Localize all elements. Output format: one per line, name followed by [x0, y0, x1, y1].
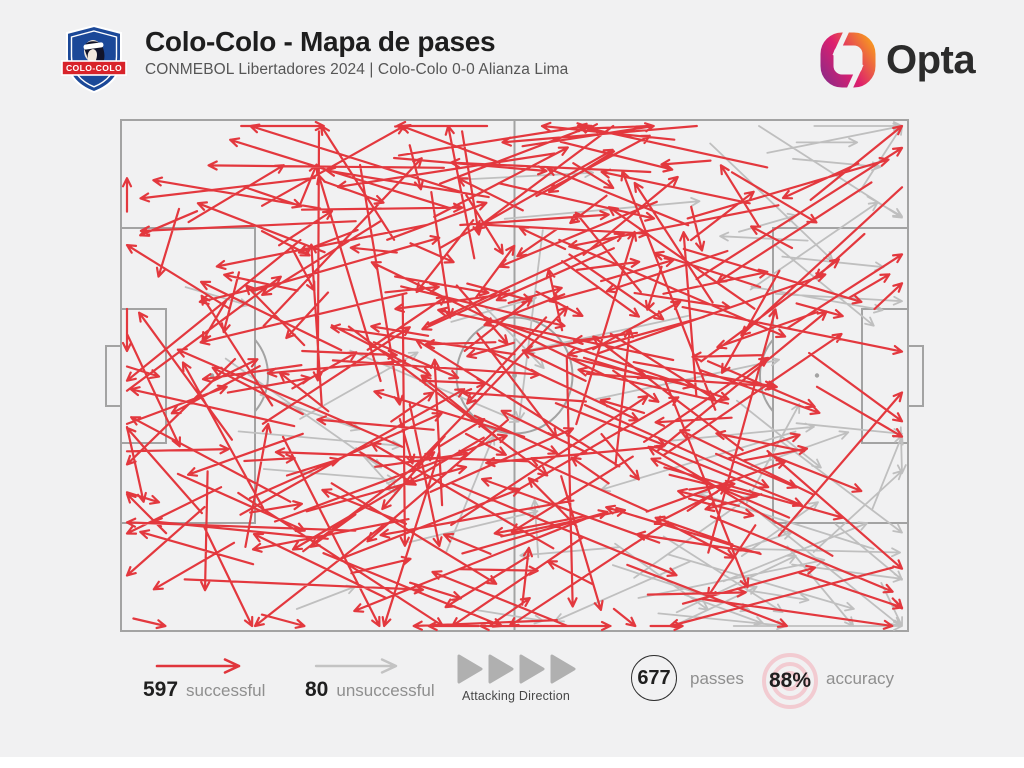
- accuracy-value: 88%: [768, 669, 812, 692]
- successful-arrow-icon: [155, 657, 245, 680]
- unsuccessful-legend: 80 unsuccessful: [305, 678, 435, 702]
- colo-colo-badge: COLO-COLO: [60, 24, 128, 94]
- successful-label: successful: [186, 681, 266, 700]
- badge-text: COLO-COLO: [66, 63, 122, 73]
- accuracy-label: accuracy: [826, 669, 895, 688]
- passes-label: passes: [690, 669, 744, 688]
- opta-logo-icon: [820, 32, 876, 88]
- badge-banner: COLO-COLO: [61, 60, 127, 76]
- successful-count: 597: [143, 678, 179, 701]
- page-subtitle: CONMEBOL Libertadores 2024 | Colo-Colo 0…: [145, 61, 569, 79]
- attacking-direction-icon: [456, 653, 578, 690]
- passes-count: 677: [637, 666, 671, 689]
- unsuccessful-label: unsuccessful: [336, 681, 435, 700]
- header-titles: Colo-Colo - Mapa de pases CONMEBOL Liber…: [145, 26, 568, 79]
- successful-pass-arrows: [121, 120, 904, 632]
- colo-colo-badge-icon: COLO-COLO: [61, 24, 127, 94]
- attacking-direction-label: Attacking Direction: [461, 689, 570, 703]
- page-title: Colo-Colo - Mapa de pases: [145, 26, 496, 57]
- unsuccessful-count: 80: [305, 678, 329, 701]
- bottom-strip: [0, 757, 1024, 768]
- successful-legend: 597 successful: [143, 678, 265, 702]
- accuracy-target-icon: [761, 652, 819, 710]
- opta-logo: Opta: [820, 32, 976, 88]
- passes-count-badge: 677: [631, 655, 677, 701]
- opta-wordmark: Opta: [886, 37, 976, 82]
- unsuccessful-arrow-icon: [314, 657, 402, 680]
